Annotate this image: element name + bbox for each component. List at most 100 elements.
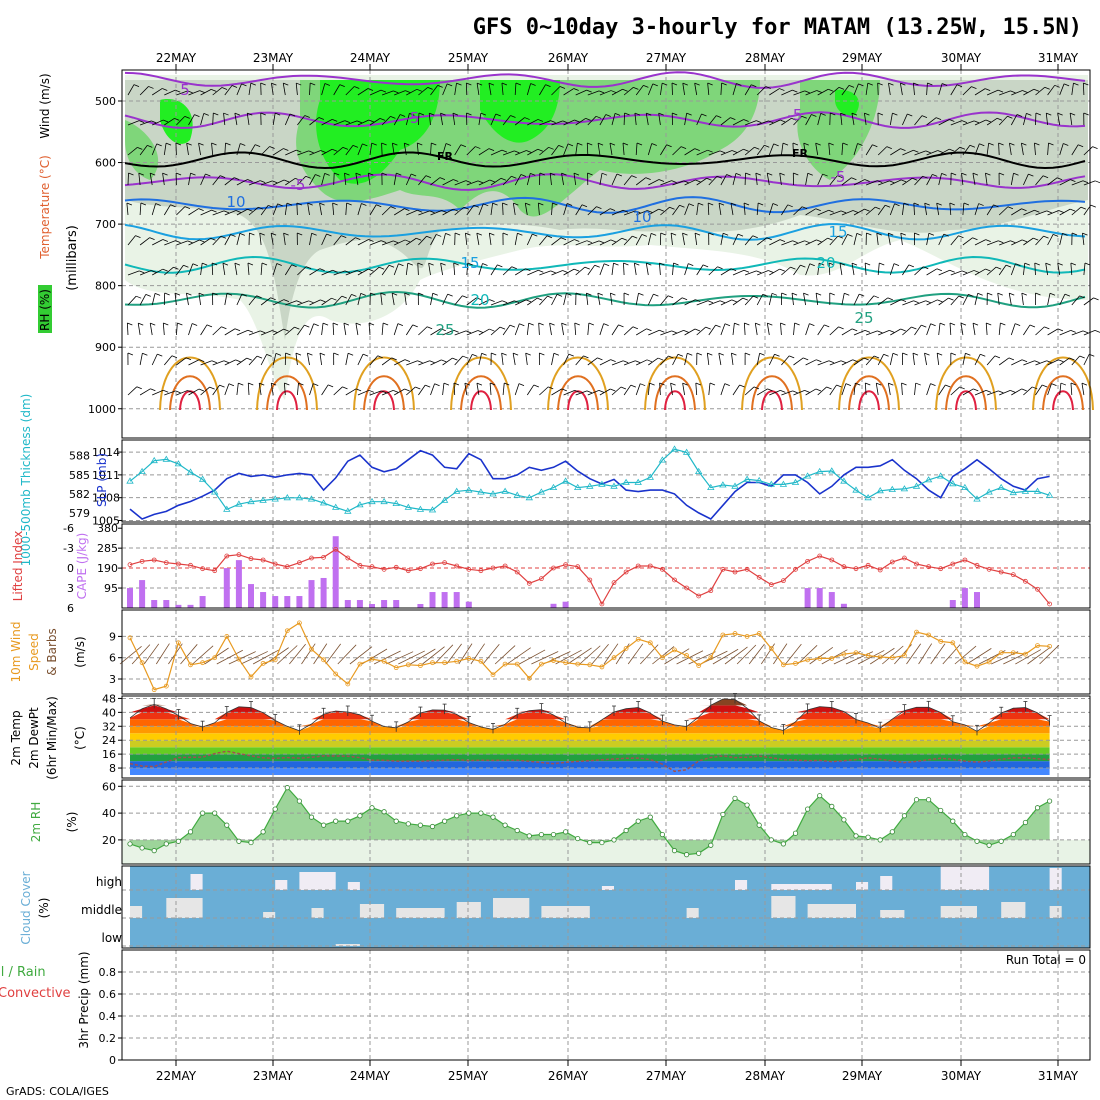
wind-barb [645,113,649,126]
wind-barb [924,353,927,366]
wind-barb-flag [198,388,205,392]
wind-barb-flag [431,142,437,146]
rh2m-line [127,785,1053,858]
wind-barb [258,383,262,396]
wind-barb-flag [436,234,442,237]
wind-barb [512,353,516,366]
wind-barb [319,203,322,216]
wind-barb-flag [719,300,726,304]
wind-barb [732,173,737,186]
wind-barb-flag [162,239,169,242]
wind-barb-flag [497,264,503,268]
wind-barb-flag [1034,142,1040,146]
wind-barb-flag [884,204,891,208]
wind-barb-flag [453,179,459,182]
wind-barb-flag [614,113,621,116]
wind-barb-flag [381,172,387,176]
wind-barb-flag [876,232,882,236]
wind-barb-flag [670,382,676,386]
wind-barb [524,203,528,216]
thickness-point [864,494,872,501]
wind-barb [757,270,769,276]
wind-barb [853,383,856,396]
wind-barb-flag [272,180,278,184]
wind-barb [404,293,407,306]
wind-barb [756,388,768,396]
wind-barb-flag [855,382,861,386]
wind-barb [321,323,324,336]
wind-barb [1047,210,1059,216]
wind-barb [829,384,837,396]
wind-barb [926,233,930,246]
rh2m-point [260,829,266,835]
contour-freezing [124,151,1086,170]
wind-barb [720,383,726,396]
wind-barb [465,233,468,246]
bottom-date-label: 23MAY [253,1069,294,1083]
wind-speed-point [272,657,278,663]
rh2m-point [659,831,666,838]
wind-barb [563,389,575,396]
surface-wind-barb [773,643,788,665]
wind-barb [585,293,589,306]
wind-barb [333,84,341,96]
rh2m-point [587,839,593,846]
wind-barb [648,357,659,366]
wind-barb-flag [489,299,495,302]
wind-barb-flag [326,233,332,237]
lifted-index-point [660,566,665,572]
wind-speed-point [744,634,750,639]
wind-barb [526,83,532,96]
wind-barb-flag [1052,233,1059,237]
wind-barb-flag [362,353,369,357]
wind-barb-flag [412,324,418,328]
contour-35-loop [751,375,793,411]
thickness-tick-label: 585 [69,469,90,482]
wind-barb-flag [907,113,913,117]
wind-barb [829,360,842,366]
wind-barb [876,233,879,246]
thickness-point [694,467,703,475]
wind-barb [502,175,512,186]
wind-barb-flag [682,82,688,86]
rh2m-point [720,811,726,818]
wind-barb [707,202,710,216]
wind-barb [260,146,270,156]
wind-barb [781,204,789,216]
wind-barb-flag [404,388,410,392]
wind-barb-flag [332,322,339,326]
wind-barb [853,329,866,336]
wind-barb-flag [456,82,462,86]
wind-barb-flag [355,388,362,392]
wind-barb [418,326,428,336]
wind-barb [1020,143,1024,156]
wind-barb [720,82,723,96]
wind-barb-flag [495,113,501,117]
wind-barb-flag [324,83,331,86]
wind-barb [345,120,358,126]
temp-band [130,740,1050,748]
wind-barb-flag [949,119,955,122]
wind-barb-flag [391,357,397,361]
panel-cape-frame [121,523,1091,609]
wind-barb [454,295,463,306]
panel-upper-air-ylabel: RH (%)Temperature (°C)Wind (m/s)(milliba… [38,73,80,333]
wind-barb [489,383,492,396]
wind-speed-point [1010,650,1016,656]
cloud-cell [771,896,796,918]
wind-barb-flag [1083,82,1089,86]
wind-barb [865,330,878,336]
lifted-index-point [914,561,919,567]
wind-barb-flag [198,142,204,146]
wind-barb-flag [376,204,382,208]
wind-barb-flag [561,322,567,326]
wind-barb [986,117,998,126]
wind-barb [756,237,768,246]
wind-barb [200,360,212,366]
wind-barb-flag [556,293,563,297]
surface-wind-barb [349,646,373,665]
contour-label: 10 [226,193,245,211]
thickness-point [368,497,376,505]
